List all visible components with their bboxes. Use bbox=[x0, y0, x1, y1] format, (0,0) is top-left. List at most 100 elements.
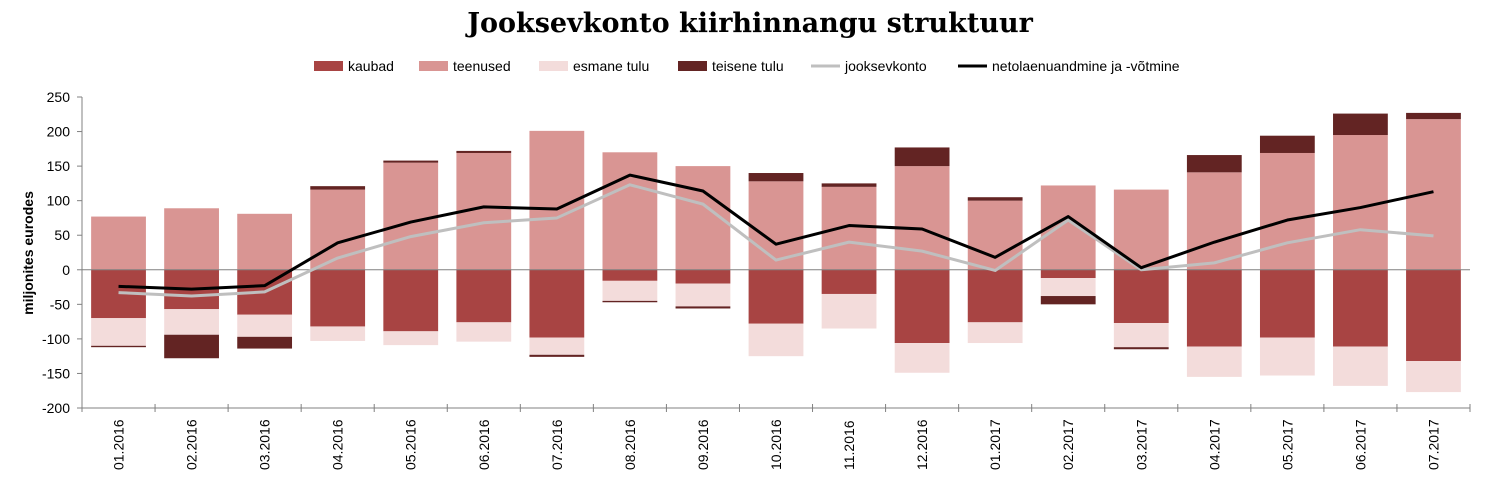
bar-esmane-tulu bbox=[1259, 337, 1315, 376]
bar-esmane-tulu bbox=[1406, 361, 1461, 393]
bar-teisene-tulu bbox=[164, 334, 219, 359]
line-jooksevkonto bbox=[118, 183, 1434, 298]
y-tick-label: -200 bbox=[42, 400, 70, 416]
bar-kaubad bbox=[1333, 269, 1388, 347]
bar-kaubad bbox=[675, 269, 731, 284]
bar-esmane-tulu bbox=[675, 283, 731, 307]
bar-esmane-tulu bbox=[529, 337, 585, 355]
bar-teenused bbox=[967, 200, 1023, 270]
bar-teisene-tulu bbox=[1040, 296, 1096, 305]
y-tick-label: 100 bbox=[47, 193, 71, 209]
x-tick-label: 05.2016 bbox=[403, 419, 419, 470]
x-tick-label: 07.2017 bbox=[1425, 419, 1441, 470]
legend-label: jooksevkonto bbox=[844, 58, 927, 74]
bar-teenused bbox=[821, 186, 877, 270]
bar-kaubad bbox=[821, 269, 877, 294]
x-tick-label: 06.2016 bbox=[476, 419, 492, 470]
bar-teisene-tulu bbox=[529, 354, 585, 357]
bar-kaubad bbox=[1259, 269, 1315, 338]
legend-label: esmane tulu bbox=[573, 58, 649, 74]
y-tick-label: 50 bbox=[54, 227, 70, 243]
y-tick-label: 250 bbox=[47, 89, 71, 105]
bar-kaubad bbox=[894, 269, 950, 344]
x-tick-label: 12.2016 bbox=[914, 419, 930, 470]
legend-swatch bbox=[539, 61, 568, 71]
x-tick-label: 11.2016 bbox=[841, 420, 857, 470]
x-tick-label: 07.2016 bbox=[549, 419, 565, 470]
legend-label: teisene tulu bbox=[712, 58, 784, 74]
bar-kaubad bbox=[602, 269, 658, 281]
x-tick-label: 03.2017 bbox=[1133, 419, 1149, 470]
x-tick-label: 06.2017 bbox=[1352, 419, 1368, 470]
bar-kaubad bbox=[456, 269, 512, 323]
bar-teisene-tulu bbox=[675, 306, 731, 309]
line-netolaenuandmine-ja--võtmine bbox=[118, 173, 1434, 291]
bar-kaubad bbox=[310, 269, 366, 327]
bar-esmane-tulu bbox=[456, 322, 512, 342]
x-tick-label: 04.2016 bbox=[330, 419, 346, 470]
y-tick-label: 150 bbox=[47, 158, 71, 174]
legend-label: netolaenuandmine ja -võtmine bbox=[992, 58, 1180, 74]
bar-esmane-tulu bbox=[894, 343, 950, 373]
x-tick-label: 01.2016 bbox=[111, 419, 127, 470]
bar-esmane-tulu bbox=[91, 318, 146, 346]
y-tick-label: -100 bbox=[42, 331, 70, 347]
bar-teenused bbox=[383, 162, 439, 270]
bar-esmane-tulu bbox=[237, 314, 293, 337]
bar-teisene-tulu bbox=[237, 336, 293, 349]
bar-teisene-tulu bbox=[383, 160, 439, 163]
bar-esmane-tulu bbox=[310, 326, 366, 341]
bar-teisene-tulu bbox=[821, 183, 877, 187]
bar-kaubad bbox=[529, 269, 585, 338]
bar-esmane-tulu bbox=[383, 331, 439, 346]
bar-teisene-tulu bbox=[1259, 135, 1315, 153]
bar-kaubad bbox=[1113, 269, 1169, 323]
bar-teisene-tulu bbox=[1333, 113, 1388, 136]
bar-esmane-tulu bbox=[602, 280, 658, 301]
y-tick-label: 0 bbox=[62, 262, 70, 278]
bar-esmane-tulu bbox=[748, 323, 804, 357]
bar-teisene-tulu bbox=[1113, 347, 1169, 350]
x-tick-label: 09.2016 bbox=[695, 419, 711, 470]
bar-teisene-tulu bbox=[1406, 112, 1461, 120]
bar-esmane-tulu bbox=[1333, 346, 1388, 386]
bar-esmane-tulu bbox=[967, 322, 1023, 344]
bar-kaubad bbox=[1040, 269, 1096, 279]
bar-teisene-tulu bbox=[1186, 155, 1242, 173]
bar-teisene-tulu bbox=[894, 147, 950, 167]
x-tick-label: 10.2016 bbox=[768, 419, 784, 470]
bar-teisene-tulu bbox=[456, 150, 512, 153]
x-tick-label: 05.2017 bbox=[1279, 419, 1295, 470]
bar-teenused bbox=[1186, 172, 1242, 270]
bar-kaubad bbox=[967, 269, 1023, 323]
legend-label: kaubad bbox=[348, 58, 394, 74]
x-tick-label: 08.2016 bbox=[622, 419, 638, 470]
y-tick-label: -150 bbox=[42, 365, 70, 381]
bar-teisene-tulu bbox=[602, 300, 658, 303]
legend-swatch bbox=[419, 61, 448, 71]
x-tick-label: 02.2017 bbox=[1060, 419, 1076, 470]
bar-kaubad bbox=[1406, 269, 1461, 362]
y-tick-label: 200 bbox=[47, 124, 71, 140]
x-tick-label: 02.2016 bbox=[184, 419, 200, 470]
bar-teenused bbox=[91, 216, 146, 270]
bar-esmane-tulu bbox=[821, 293, 877, 329]
y-axis-label: miljonites eurodes bbox=[20, 191, 36, 315]
bar-teisene-tulu bbox=[748, 173, 804, 182]
x-tick-label: 04.2017 bbox=[1206, 419, 1222, 470]
bar-kaubad bbox=[748, 269, 804, 324]
legend-swatch bbox=[314, 61, 343, 71]
bar-teenused bbox=[310, 189, 366, 270]
bar-esmane-tulu bbox=[1113, 322, 1169, 348]
legend-swatch bbox=[678, 61, 707, 71]
bar-esmane-tulu bbox=[164, 309, 219, 335]
legend: kaubad teenused esmane tulu teisene tulu joo… bbox=[314, 58, 1180, 74]
bar-teenused bbox=[894, 166, 950, 270]
bar-teisene-tulu bbox=[91, 345, 146, 348]
bar-teisene-tulu bbox=[310, 186, 366, 190]
bar-esmane-tulu bbox=[1186, 346, 1242, 377]
bar-kaubad bbox=[1186, 269, 1242, 347]
bar-teenused bbox=[237, 213, 293, 270]
x-tick-label: 03.2016 bbox=[257, 419, 273, 470]
